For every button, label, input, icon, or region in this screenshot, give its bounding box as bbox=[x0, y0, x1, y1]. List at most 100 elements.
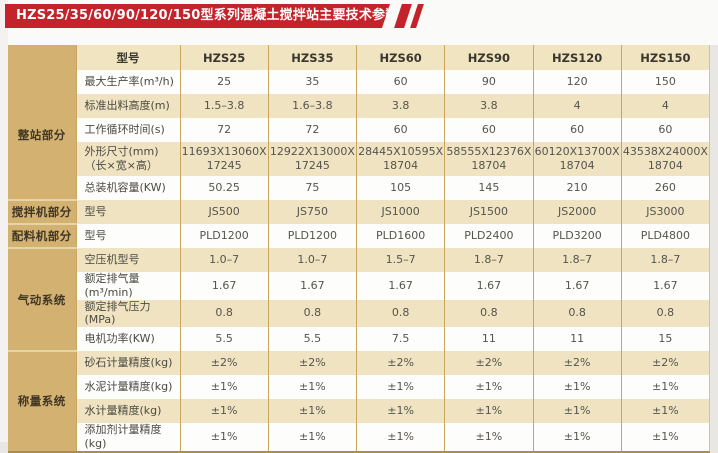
column-header-model: HZS120 bbox=[532, 45, 622, 70]
value-cell: ±2% bbox=[620, 351, 710, 375]
value-cell: 5.5 bbox=[179, 327, 269, 351]
table-row: 额定排气压力(MPa) 0.8 0.8 0.8 0.8 0.8 0.8 bbox=[8, 299, 710, 327]
value-cell: 11 bbox=[532, 327, 622, 351]
corner-cell bbox=[8, 45, 76, 70]
table-row: 工作循环时间(s) 72 72 60 60 60 60 bbox=[8, 118, 710, 142]
table-row: 标准出料高度(m) 1.5–3.8 1.6–3.8 3.8 3.8 4 4 bbox=[8, 94, 710, 118]
value-cell: ±1% bbox=[444, 375, 533, 399]
value-cell: ±1% bbox=[620, 399, 710, 423]
value-cell: ±1% bbox=[179, 399, 269, 423]
value-cell: 60 bbox=[355, 118, 445, 142]
group-cell: 称量系统 bbox=[8, 350, 76, 452]
value-cell: 7.5 bbox=[355, 327, 445, 351]
value-cell: 0.8 bbox=[620, 299, 710, 327]
row-label: 型号 bbox=[75, 224, 180, 248]
group-cell: 搅拌机部分 bbox=[8, 199, 76, 224]
group-cell: 配料机部分 bbox=[8, 223, 76, 248]
value-cell: 72 bbox=[179, 118, 269, 142]
value-cell: 1.8–7 bbox=[532, 248, 622, 272]
value-cell: 0.8 bbox=[355, 299, 445, 327]
table-row: 称量系统 砂石计量精度(kg) ±2% ±2% ±2% ±2% ±2% ±2% bbox=[8, 350, 710, 452]
value-cell: 1.6–3.8 bbox=[267, 94, 357, 118]
header-row: 型号 HZS25 HZS35 HZS60 HZS90 HZS120 HZS150 bbox=[8, 45, 710, 70]
value-cell: 1.5–7 bbox=[355, 248, 445, 272]
table-row: 配料机部分 型号 PLD1200 PLD1200 PLD1600 PLD2400 PLD32… bbox=[8, 223, 710, 248]
value-cell: ±2% bbox=[355, 351, 445, 375]
row-label: 型号 bbox=[75, 200, 180, 224]
value-cell: 1.0–7 bbox=[267, 248, 357, 272]
value-cell: 5.5 bbox=[267, 327, 357, 351]
group-cell: 整站部分 bbox=[8, 70, 76, 200]
group-cell: 气动系统 bbox=[8, 247, 76, 351]
row-label: 水泥计量精度(kg) bbox=[75, 375, 180, 399]
spec-table-header: 型号 HZS25 HZS35 HZS60 HZS90 HZS120 HZS150 bbox=[8, 45, 710, 70]
value-cell: 50.25 bbox=[179, 176, 269, 200]
row-label: 额定排气压力(MPa) bbox=[75, 299, 180, 327]
value-cell: ±1% bbox=[179, 375, 269, 399]
value-cell: 210 bbox=[532, 176, 622, 200]
page-title: HZS25/35/60/90/120/150型系列混凝土搅拌站主要技术参数 bbox=[5, 4, 390, 28]
value-cell: ±1% bbox=[620, 423, 710, 452]
value-cell: 4 bbox=[532, 94, 622, 118]
value-cell: JS1000 bbox=[355, 200, 445, 224]
column-header-model: HZS60 bbox=[355, 45, 445, 70]
value-cell: 75 bbox=[267, 176, 357, 200]
value-cell: PLD1600 bbox=[355, 224, 445, 248]
value-cell: PLD3200 bbox=[532, 224, 622, 248]
value-cell: ±1% bbox=[444, 399, 533, 423]
value-cell: 260 bbox=[620, 176, 710, 200]
value-cell: 1.8–7 bbox=[444, 248, 533, 272]
row-label: 总装机容量(KW) bbox=[75, 176, 180, 200]
table-row: 额定排气量(m³/min) 1.67 1.67 1.67 1.67 1.67 1.67 bbox=[8, 272, 710, 300]
value-cell: ±2% bbox=[267, 351, 357, 375]
value-cell: 0.8 bbox=[179, 299, 269, 327]
value-cell: 120 bbox=[532, 70, 622, 94]
value-cell: PLD1200 bbox=[179, 224, 269, 248]
row-label: 空压机型号 bbox=[75, 248, 180, 272]
value-cell: 1.67 bbox=[532, 272, 622, 300]
value-cell: 1.67 bbox=[267, 272, 357, 300]
value-cell: 3.8 bbox=[444, 94, 533, 118]
value-cell: 60120X13700X 18704 bbox=[532, 142, 622, 176]
value-cell: 43538X24000X 18704 bbox=[620, 142, 710, 176]
page-left-margin bbox=[0, 0, 8, 442]
value-cell: 0.8 bbox=[532, 299, 622, 327]
value-cell: ±1% bbox=[267, 399, 357, 423]
table-row: 总装机容量(KW) 50.25 75 105 145 210 260 bbox=[8, 176, 710, 200]
value-cell: 60 bbox=[444, 118, 533, 142]
value-cell: ±1% bbox=[532, 375, 622, 399]
value-cell: 25 bbox=[179, 70, 269, 94]
row-label: 添加剂计量精度(kg) bbox=[75, 423, 180, 452]
value-cell: ±1% bbox=[532, 399, 622, 423]
value-cell: 1.0–7 bbox=[179, 248, 269, 272]
value-cell: JS750 bbox=[267, 200, 357, 224]
value-cell: 1.67 bbox=[179, 272, 269, 300]
value-cell: 58555X12376X 18704 bbox=[444, 142, 533, 176]
value-cell: 150 bbox=[620, 70, 710, 94]
column-header-model: HZS25 bbox=[179, 45, 269, 70]
value-cell: 3.8 bbox=[355, 94, 445, 118]
value-cell: JS2000 bbox=[532, 200, 622, 224]
value-cell: ±1% bbox=[355, 375, 445, 399]
value-cell: ±1% bbox=[179, 423, 269, 452]
value-cell: 1.5–3.8 bbox=[179, 94, 269, 118]
value-cell: 60 bbox=[532, 118, 622, 142]
row-label: 标准出料高度(m) bbox=[75, 94, 180, 118]
row-label: 砂石计量精度(kg) bbox=[75, 351, 180, 375]
value-cell: ±2% bbox=[532, 351, 622, 375]
column-header-model: HZS35 bbox=[267, 45, 357, 70]
table-row: 外形尺寸(mm) （长×宽×高） 11693X13060X 17245 12922X… bbox=[8, 142, 710, 176]
value-cell: PLD1200 bbox=[267, 224, 357, 248]
value-cell: 35 bbox=[267, 70, 357, 94]
value-cell: 1.67 bbox=[355, 272, 445, 300]
row-label: 额定排气量(m³/min) bbox=[75, 272, 180, 300]
value-cell: ±1% bbox=[355, 423, 445, 452]
value-cell: 15 bbox=[620, 327, 710, 351]
value-cell: 60 bbox=[620, 118, 710, 142]
value-cell: ±1% bbox=[267, 375, 357, 399]
spec-table-body: 整站部分 最大生产率(m³/h) 25 35 60 90 120 150 标准出料高度(m) 1.… bbox=[8, 70, 710, 452]
value-cell: 1.8–7 bbox=[620, 248, 710, 272]
value-cell: 90 bbox=[444, 70, 533, 94]
value-cell: 1.67 bbox=[444, 272, 533, 300]
value-cell: JS3000 bbox=[620, 200, 710, 224]
